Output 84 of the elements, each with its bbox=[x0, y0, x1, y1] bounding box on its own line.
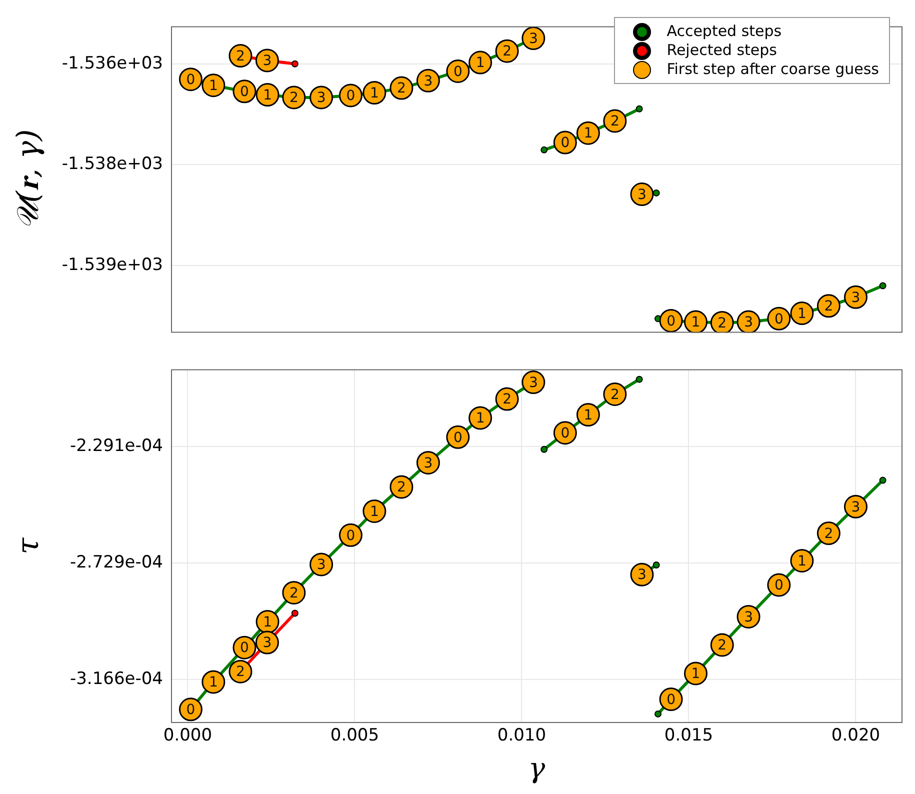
annotation: 2 bbox=[824, 526, 834, 542]
annotation: 3 bbox=[638, 567, 646, 584]
point bbox=[652, 189, 660, 196]
annotation: 2 bbox=[502, 44, 512, 60]
annotation: 3 bbox=[424, 455, 433, 472]
annotation: 2 bbox=[502, 392, 512, 408]
point bbox=[879, 476, 886, 484]
x-tick-label: 0.005 bbox=[330, 726, 380, 746]
point bbox=[636, 105, 643, 112]
x-axis-title: γ bbox=[528, 751, 546, 784]
annotation: 0 bbox=[240, 640, 249, 656]
annotation: 1 bbox=[370, 85, 379, 102]
annotation: 2 bbox=[397, 480, 406, 496]
y-tick-label: -2.729e-04 bbox=[70, 552, 163, 573]
x-tick-label: 0.020 bbox=[831, 726, 880, 746]
annotation: 2 bbox=[718, 638, 727, 654]
annotation: 1 bbox=[370, 504, 379, 520]
annotation: 3 bbox=[316, 90, 326, 106]
annotation: 0 bbox=[186, 702, 196, 718]
annotation: 1 bbox=[798, 553, 806, 570]
annotation: 0 bbox=[346, 88, 356, 104]
annotation: 1 bbox=[208, 78, 218, 94]
annotation: 1 bbox=[476, 410, 485, 427]
point bbox=[636, 376, 643, 383]
y-axis-title: τ bbox=[10, 537, 46, 554]
annotation: 3 bbox=[744, 609, 753, 626]
legend-label: Rejected steps bbox=[666, 41, 777, 60]
annotation: 2 bbox=[824, 298, 834, 315]
annotation: 3 bbox=[851, 499, 860, 516]
annotation: 2 bbox=[610, 114, 620, 130]
annotation: 0 bbox=[240, 84, 249, 100]
legend-label: First step after coarse guess bbox=[666, 60, 879, 79]
annotation: 2 bbox=[289, 585, 298, 602]
annotation: 3 bbox=[262, 53, 272, 70]
annotation: 1 bbox=[263, 614, 272, 630]
annotation: 3 bbox=[851, 290, 860, 306]
annotation: 1 bbox=[691, 314, 700, 331]
annotation: 0 bbox=[774, 578, 784, 594]
annotation: 2 bbox=[397, 80, 406, 97]
annotation: 0 bbox=[453, 430, 462, 446]
annotation: 0 bbox=[666, 692, 676, 708]
y-tick-label: -1.538e+03 bbox=[62, 154, 163, 174]
annotation: 0 bbox=[560, 426, 570, 442]
annotation: 3 bbox=[262, 635, 272, 652]
legend-label: Accepted steps bbox=[666, 22, 782, 41]
annotation: 2 bbox=[289, 90, 298, 106]
point bbox=[291, 60, 298, 68]
point bbox=[291, 610, 298, 617]
annotation: 3 bbox=[528, 374, 538, 391]
annotation: 2 bbox=[236, 664, 245, 680]
y-tick-label: -3.166e-04 bbox=[70, 668, 163, 689]
annotation: 0 bbox=[346, 528, 356, 544]
annotation: 2 bbox=[718, 315, 727, 332]
annotation: 0 bbox=[186, 72, 196, 88]
annotation: 3 bbox=[638, 186, 646, 203]
point bbox=[879, 282, 886, 290]
annotation: 1 bbox=[584, 126, 593, 142]
point bbox=[654, 710, 662, 718]
annotation: 1 bbox=[691, 666, 700, 682]
x-tick-label: 0.015 bbox=[664, 726, 714, 746]
annotation: 0 bbox=[560, 135, 570, 152]
y-axis-title: 𝒰(𝐫, γ) bbox=[10, 129, 46, 230]
annotation: 1 bbox=[798, 306, 806, 322]
annotation: 1 bbox=[476, 55, 485, 72]
annotation: 3 bbox=[424, 73, 433, 90]
annotation: 1 bbox=[208, 674, 218, 691]
annotation: 1 bbox=[584, 407, 593, 424]
y-tick-label: -1.536e+03 bbox=[62, 53, 163, 74]
annotation: 0 bbox=[666, 313, 676, 330]
annotation: 2 bbox=[236, 48, 245, 64]
point bbox=[540, 446, 548, 453]
annotation: 3 bbox=[316, 557, 326, 574]
annotation: 3 bbox=[528, 30, 538, 47]
point bbox=[652, 562, 660, 569]
x-tick-label: 0.000 bbox=[163, 726, 212, 746]
annotation: 0 bbox=[774, 311, 784, 328]
annotation: 0 bbox=[453, 64, 462, 80]
y-tick-label: -1.539e+03 bbox=[62, 254, 163, 275]
annotation: 2 bbox=[610, 386, 620, 403]
x-tick-label: 0.010 bbox=[497, 726, 546, 746]
annotation: 1 bbox=[263, 87, 272, 104]
annotation: 3 bbox=[744, 314, 753, 331]
y-tick-label: -2.291e-04 bbox=[70, 436, 163, 456]
point bbox=[540, 146, 548, 154]
